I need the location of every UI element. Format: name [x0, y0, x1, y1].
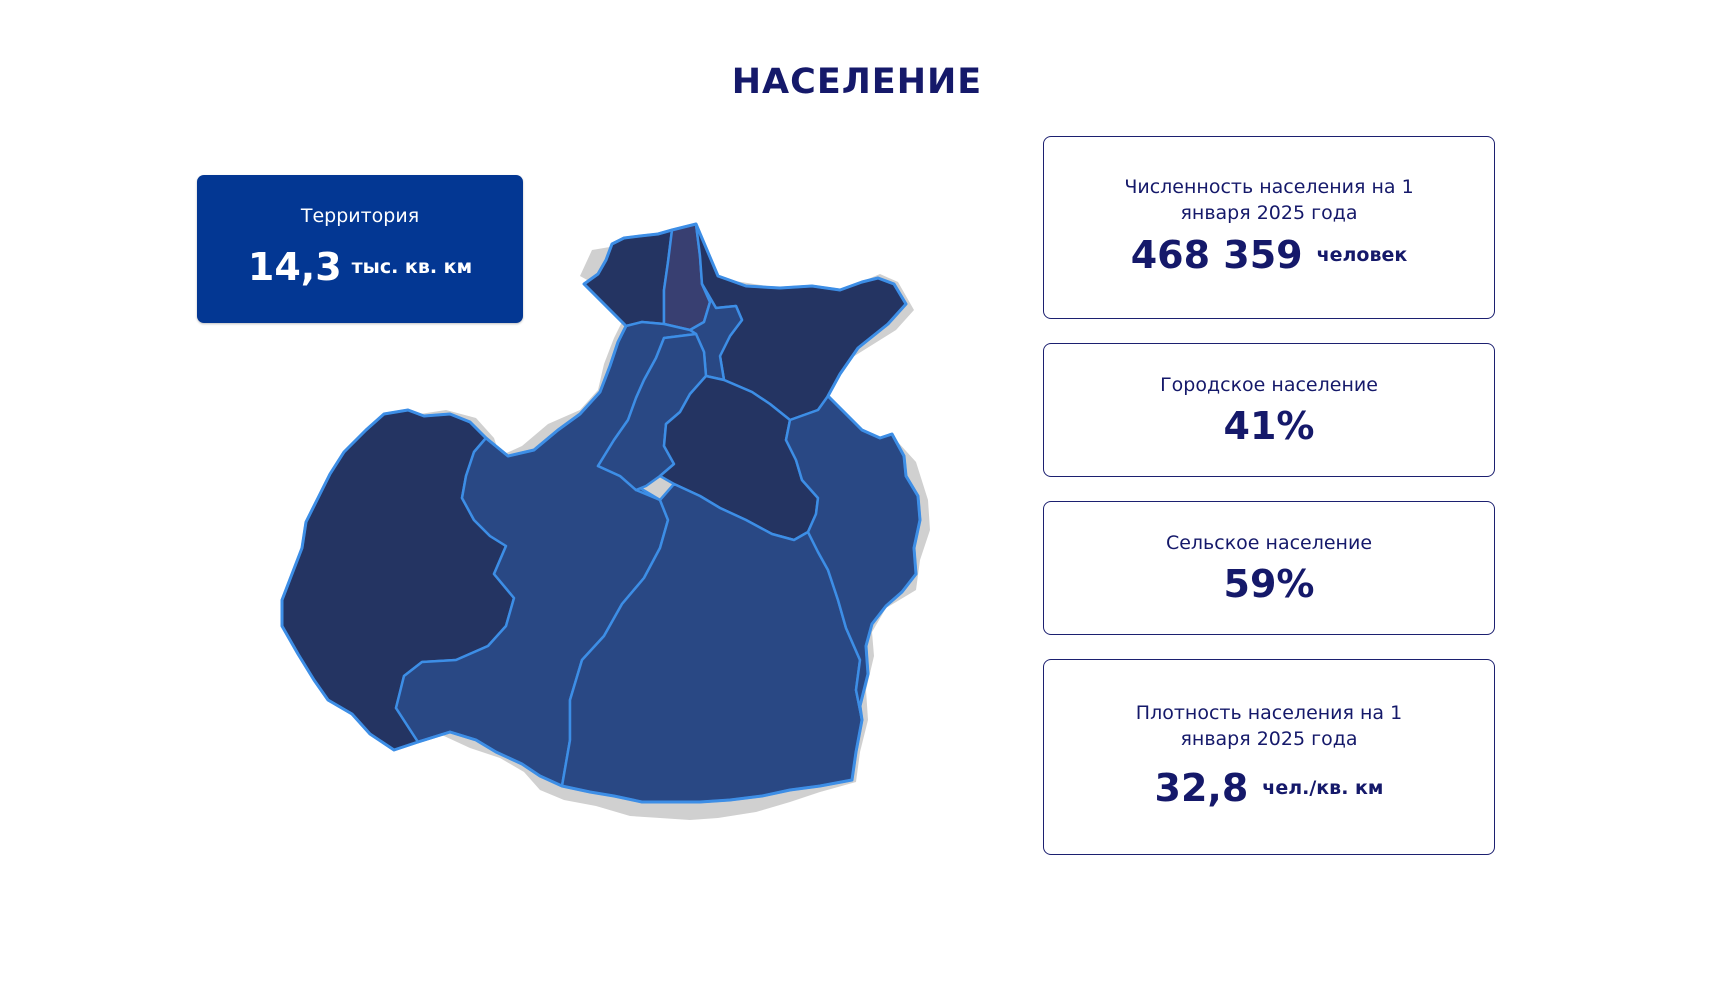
page-title: НАСЕЛЕНИЕ: [731, 62, 983, 102]
rural-value-row: 59%: [1044, 562, 1494, 606]
territory-card: Территория 14,3 тыс. кв. км: [197, 175, 523, 323]
population-value-row: 468 359 человек: [1044, 233, 1494, 277]
population-unit: человек: [1316, 244, 1408, 266]
density-label: Плотность населения на 1 января 2025 год…: [1135, 702, 1403, 750]
rural-population-card: Сельское население 59%: [1043, 501, 1495, 635]
population-label: Численность населения на 1 января 2025 г…: [1124, 176, 1414, 224]
density-card: Плотность населения на 1 января 2025 год…: [1043, 659, 1495, 855]
population-card: Численность населения на 1 января 2025 г…: [1043, 136, 1495, 319]
region-outline: [280, 222, 922, 804]
density-value: 32,8: [1154, 766, 1249, 810]
rural-label: Сельское население: [1165, 532, 1373, 554]
territory-value-row: 14,3 тыс. кв. км: [197, 245, 523, 289]
urban-value-row: 41%: [1044, 404, 1494, 448]
district-north-west: [582, 228, 674, 328]
territory-unit: тыс. кв. км: [351, 256, 473, 278]
density-value-row: 32,8 чел./кв. км: [1044, 766, 1494, 810]
population-value: 468 359: [1130, 233, 1303, 277]
urban-value: 41%: [1223, 404, 1315, 448]
territory-value: 14,3: [247, 245, 342, 289]
urban-label: Городское население: [1160, 374, 1378, 396]
density-unit: чел./кв. км: [1262, 777, 1384, 799]
rural-value: 59%: [1223, 562, 1315, 606]
territory-label: Территория: [300, 205, 420, 227]
urban-population-card: Городское население 41%: [1043, 343, 1495, 477]
